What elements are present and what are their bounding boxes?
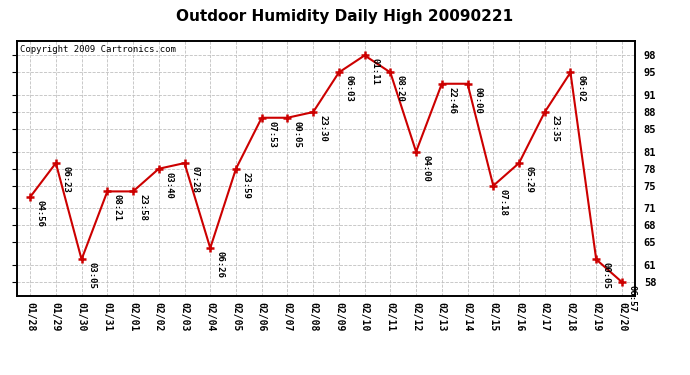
- Text: 00:00: 00:00: [473, 87, 482, 113]
- Text: 06:02: 06:02: [576, 75, 585, 102]
- Text: 04:56: 04:56: [36, 200, 45, 227]
- Text: 06:26: 06:26: [216, 251, 225, 278]
- Text: 07:28: 07:28: [190, 166, 199, 193]
- Text: 05:29: 05:29: [524, 166, 533, 193]
- Text: 06:23: 06:23: [61, 166, 70, 193]
- Text: 00:05: 00:05: [293, 120, 302, 147]
- Text: 03:40: 03:40: [164, 171, 173, 198]
- Text: 01:11: 01:11: [370, 58, 380, 85]
- Text: Outdoor Humidity Daily High 20090221: Outdoor Humidity Daily High 20090221: [177, 9, 513, 24]
- Text: 07:53: 07:53: [267, 120, 276, 147]
- Text: 08:20: 08:20: [396, 75, 405, 102]
- Text: 04:00: 04:00: [422, 154, 431, 182]
- Text: 03:05: 03:05: [87, 262, 96, 289]
- Text: 23:35: 23:35: [551, 115, 560, 142]
- Text: 08:21: 08:21: [113, 194, 122, 221]
- Text: 07:18: 07:18: [499, 189, 508, 215]
- Text: 23:58: 23:58: [139, 194, 148, 221]
- Text: 23:59: 23:59: [241, 171, 250, 198]
- Text: Copyright 2009 Cartronics.com: Copyright 2009 Cartronics.com: [20, 45, 176, 54]
- Text: 22:46: 22:46: [447, 87, 456, 113]
- Text: 06:57: 06:57: [627, 285, 636, 312]
- Text: 00:05: 00:05: [602, 262, 611, 289]
- Text: 23:30: 23:30: [319, 115, 328, 142]
- Text: 06:03: 06:03: [344, 75, 353, 102]
